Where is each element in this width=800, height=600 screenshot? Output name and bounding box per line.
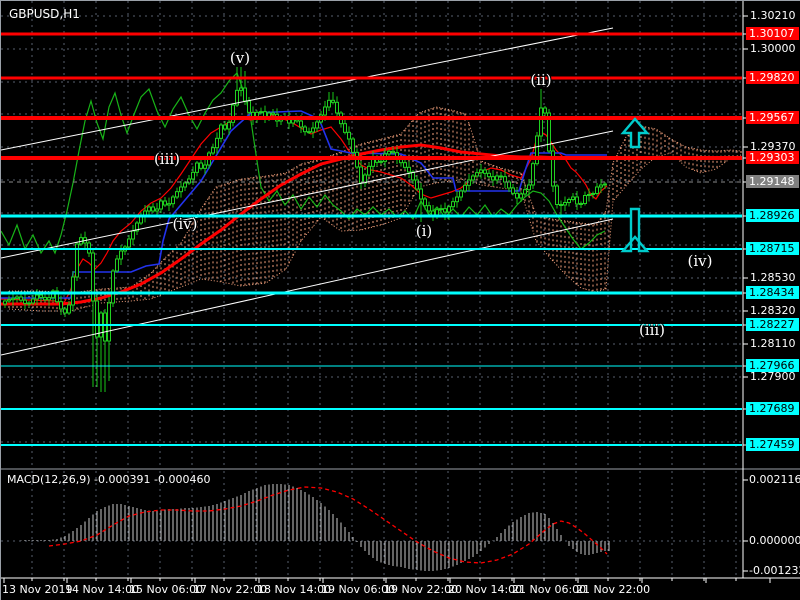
price-level-badge: 1.27689 bbox=[746, 402, 799, 415]
price-level-badge: 1.29303 bbox=[746, 151, 799, 164]
macd-axis-label: -0.001232 bbox=[749, 564, 800, 577]
kijun-blue-line[interactable] bbox=[1, 110, 607, 299]
price-axis-label: 1.30000 bbox=[750, 42, 796, 55]
time-axis-label: 18 Nov 14:00 bbox=[257, 583, 332, 596]
wave-label[interactable]: (ii) bbox=[530, 71, 552, 89]
price-level-badge: 1.29820 bbox=[746, 71, 799, 84]
symbol-period-label: GBPUSD,H1 bbox=[9, 7, 80, 21]
time-axis-label: 21 Nov 06:00 bbox=[512, 583, 587, 596]
macd-axis-label: 0.000000 bbox=[749, 534, 800, 547]
price-level-badge: 1.28434 bbox=[746, 286, 799, 299]
time-axis-label: 20 Nov 14:00 bbox=[448, 583, 523, 596]
price-level-badge: 1.28715 bbox=[746, 242, 799, 255]
signal-arrow-up[interactable] bbox=[620, 117, 650, 149]
wave-label[interactable]: (iv) bbox=[687, 252, 713, 270]
price-axis-label: 1.29370 bbox=[750, 140, 796, 153]
macd-indicator-label: MACD(12,26,9) -0.000391 -0.000460 bbox=[7, 473, 211, 486]
price-level-badge: 1.28227 bbox=[746, 318, 799, 331]
time-axis-label: 17 Nov 22:00 bbox=[193, 583, 268, 596]
signal-arrow-down[interactable] bbox=[620, 207, 650, 253]
wave-label[interactable]: (iii) bbox=[638, 321, 666, 339]
time-axis-label: 21 Nov 22:00 bbox=[576, 583, 651, 596]
wave-label[interactable]: (iv) bbox=[172, 215, 198, 233]
price-level-badge: 1.29567 bbox=[746, 111, 799, 124]
price-level-badge: 1.28926 bbox=[746, 209, 799, 222]
time-axis-label: 14 Nov 14:00 bbox=[65, 583, 140, 596]
trendlines[interactable] bbox=[1, 27, 614, 356]
green-ma-line[interactable] bbox=[1, 71, 606, 255]
price-axis-label: 1.27900 bbox=[750, 370, 796, 383]
macd-axis-label: 0.002116 bbox=[749, 473, 800, 486]
macd-panel[interactable] bbox=[9, 484, 610, 571]
time-axis-label: 15 Nov 06:00 bbox=[129, 583, 204, 596]
axes-frame bbox=[1, 1, 800, 583]
price-axis-label: 1.30210 bbox=[750, 9, 796, 22]
wave-label[interactable]: (iii) bbox=[153, 150, 181, 168]
price-level-badge: 1.30107 bbox=[746, 27, 799, 40]
horizontal-levels[interactable] bbox=[1, 32, 742, 446]
time-axis-label: 19 Nov 06:00 bbox=[321, 583, 396, 596]
wave-label[interactable]: (v) bbox=[229, 49, 251, 67]
price-level-badge: 1.27459 bbox=[746, 438, 799, 451]
price-axis-label: 1.28530 bbox=[750, 271, 796, 284]
current-price-badge: 1.29148 bbox=[746, 175, 799, 188]
wave-label[interactable]: (i) bbox=[415, 222, 433, 240]
price-level-badge: 1.27966 bbox=[746, 359, 799, 372]
price-axis-label: 1.28110 bbox=[750, 337, 796, 350]
time-axis-label: 19 Nov 22:00 bbox=[384, 583, 459, 596]
time-axis-label: 13 Nov 2019 bbox=[2, 583, 73, 596]
price-axis-label: 1.28320 bbox=[750, 304, 796, 317]
